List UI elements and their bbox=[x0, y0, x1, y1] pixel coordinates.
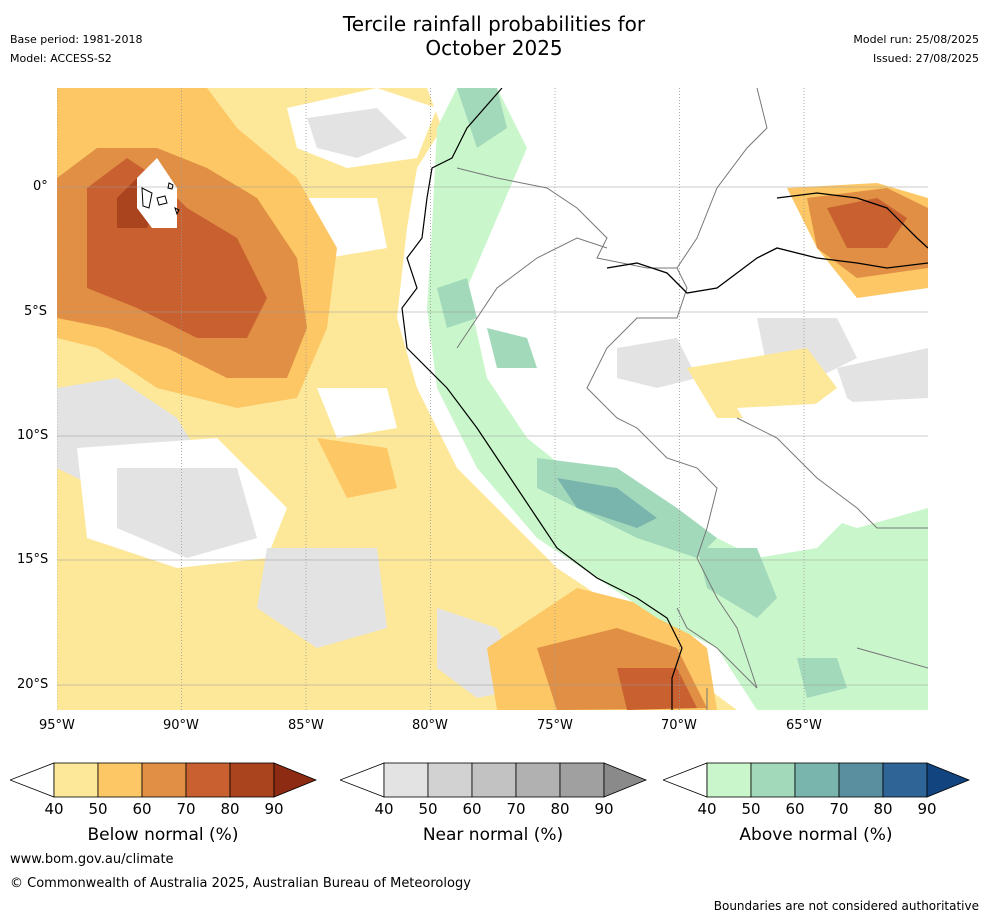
cb3-tick-50: 50 bbox=[741, 800, 761, 818]
coastline bbox=[401, 87, 683, 710]
cb1-tick-90: 90 bbox=[264, 800, 284, 818]
lat-label-5s: 5°S bbox=[24, 304, 48, 319]
lon-label-85w: 85°W bbox=[288, 718, 324, 733]
cb2-tick-90: 90 bbox=[594, 800, 614, 818]
lat-label-10s: 10°S bbox=[17, 428, 49, 443]
cb1-tick-40: 40 bbox=[44, 800, 64, 818]
river bbox=[606, 192, 929, 294]
lon-label-95w: 95°W bbox=[39, 718, 75, 733]
colorbar-below-normal-svg bbox=[8, 762, 318, 798]
model-name: Model: ACCESS-S2 bbox=[10, 52, 112, 65]
copyright-notice: © Commonwealth of Australia 2025, Austra… bbox=[10, 876, 471, 891]
cb3-tick-70: 70 bbox=[829, 800, 849, 818]
colorbar-above-normal-svg bbox=[661, 762, 971, 798]
cb1-tick-80: 80 bbox=[220, 800, 240, 818]
colorbar-below-normal: 40 50 60 70 80 90 Below normal (%) bbox=[8, 762, 330, 852]
map-title-line1: Tercile rainfall probabilities for bbox=[342, 12, 646, 36]
cb1-tick-50: 50 bbox=[88, 800, 108, 818]
lon-label-70w: 70°W bbox=[661, 718, 697, 733]
colorbar-near-normal: 40 50 60 70 80 90 Near normal (%) bbox=[338, 762, 660, 852]
boundaries-disclaimer: Boundaries are not considered authoritat… bbox=[713, 899, 979, 913]
cb2-tick-40: 40 bbox=[374, 800, 394, 818]
lat-label-0: 0° bbox=[33, 179, 48, 194]
cb2-tick-70: 70 bbox=[506, 800, 526, 818]
cb2-label: Near normal (%) bbox=[422, 825, 564, 845]
lon-label-90w: 90°W bbox=[163, 718, 199, 733]
cb3-label: Above normal (%) bbox=[739, 825, 893, 845]
lon-label-65w: 65°W bbox=[786, 718, 822, 733]
colorbar-near-normal-svg bbox=[338, 762, 648, 798]
lon-label-75w: 75°W bbox=[537, 718, 573, 733]
cb1-tick-60: 60 bbox=[132, 800, 152, 818]
map-title-line2: October 2025 bbox=[425, 36, 563, 60]
cb2-tick-60: 60 bbox=[462, 800, 482, 818]
colorbar-above-normal: 40 50 60 70 80 90 Above normal (%) bbox=[661, 762, 983, 852]
country-borders bbox=[456, 87, 929, 710]
map-title: Tercile rainfall probabilities for Octob… bbox=[0, 12, 988, 60]
lat-label-20s: 20°S bbox=[17, 677, 49, 692]
cb1-label: Below normal (%) bbox=[87, 825, 239, 845]
lat-label-15s: 15°S bbox=[17, 552, 49, 567]
cb1-tick-70: 70 bbox=[176, 800, 196, 818]
cb2-tick-80: 80 bbox=[550, 800, 570, 818]
lon-label-80w: 80°W bbox=[412, 718, 448, 733]
cb3-tick-80: 80 bbox=[873, 800, 893, 818]
probability-map-svg bbox=[56, 87, 929, 710]
probability-map bbox=[56, 87, 929, 710]
issued-date: Issued: 27/08/2025 bbox=[872, 52, 979, 65]
above-normal-40-region bbox=[427, 88, 928, 710]
cb3-tick-40: 40 bbox=[697, 800, 717, 818]
bom-url-link[interactable]: www.bom.gov.au/climate bbox=[10, 852, 174, 867]
galapagos-islands bbox=[141, 182, 180, 216]
base-period: Base period: 1981-2018 bbox=[10, 33, 143, 46]
model-run: Model run: 25/08/2025 bbox=[853, 33, 979, 46]
cb3-tick-60: 60 bbox=[785, 800, 805, 818]
cb2-tick-50: 50 bbox=[418, 800, 438, 818]
cb3-tick-90: 90 bbox=[917, 800, 937, 818]
